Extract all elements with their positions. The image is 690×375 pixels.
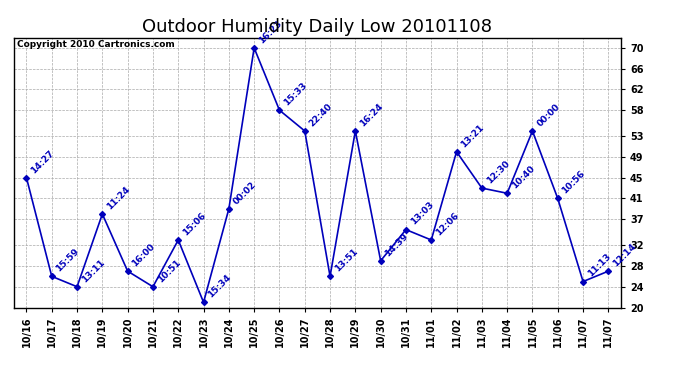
Text: 22:40: 22:40 [308,102,334,128]
Text: Copyright 2010 Cartronics.com: Copyright 2010 Cartronics.com [17,40,175,49]
Text: 13:03: 13:03 [408,200,435,227]
Text: 00:02: 00:02 [232,180,258,206]
Text: 12:06: 12:06 [434,211,460,237]
Text: 12:30: 12:30 [484,159,511,185]
Text: 12:14: 12:14 [611,242,638,268]
Text: 14:39: 14:39 [384,231,411,258]
Text: 16:23: 16:23 [257,18,284,45]
Text: 10:51: 10:51 [156,257,182,284]
Text: 15:34: 15:34 [206,273,233,300]
Text: 13:21: 13:21 [460,122,486,149]
Text: 11:24: 11:24 [105,184,132,211]
Text: 16:24: 16:24 [358,102,385,128]
Text: 16:00: 16:00 [130,242,157,268]
Text: 10:56: 10:56 [560,169,587,196]
Text: 00:00: 00:00 [535,102,562,128]
Text: 13:51: 13:51 [333,247,359,274]
Text: 15:33: 15:33 [282,81,309,107]
Text: 11:13: 11:13 [586,252,613,279]
Text: 14:27: 14:27 [29,148,56,175]
Title: Outdoor Humidity Daily Low 20101108: Outdoor Humidity Daily Low 20101108 [142,18,493,36]
Text: 13:11: 13:11 [80,257,106,284]
Text: 10:40: 10:40 [510,164,536,190]
Text: 15:59: 15:59 [55,247,81,274]
Text: 15:06: 15:06 [181,211,208,237]
